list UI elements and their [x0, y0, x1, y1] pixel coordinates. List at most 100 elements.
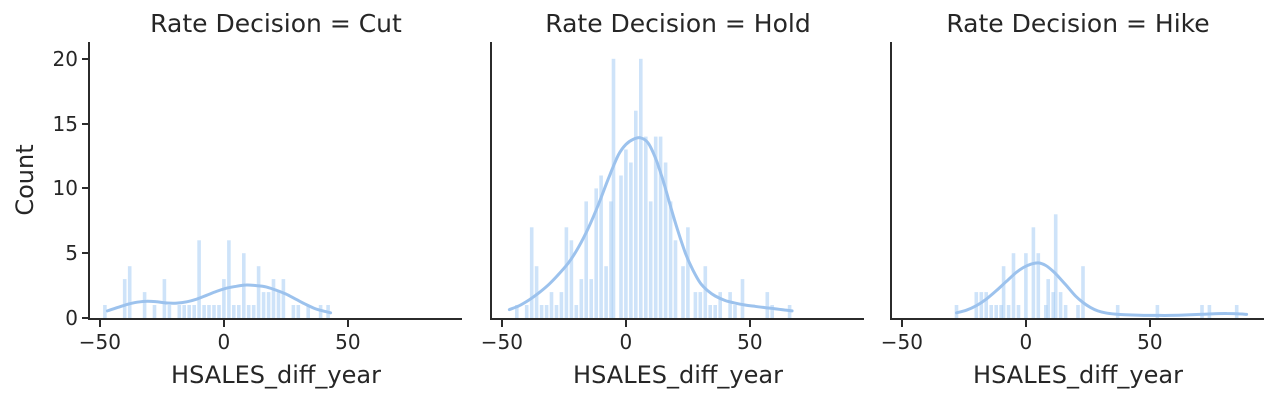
histogram-bar	[291, 305, 296, 318]
histogram-bar	[217, 305, 221, 318]
histogram-bar	[569, 240, 574, 318]
x-tick-mark	[1024, 320, 1027, 327]
histogram-bar	[296, 305, 301, 318]
x-tick-mark	[748, 320, 751, 327]
kde-curve	[955, 261, 1249, 317]
histogram-bar	[197, 240, 201, 318]
histogram-bar	[167, 305, 172, 318]
histogram-bar	[668, 201, 673, 318]
histogram-bar	[713, 305, 717, 318]
histogram-bar	[207, 305, 211, 318]
histogram-bar	[222, 279, 226, 318]
kde-curve	[105, 283, 333, 315]
histogram-bar	[187, 305, 191, 318]
histogram-bar	[629, 162, 633, 318]
x-tick-mark	[346, 320, 349, 327]
histogram-bar	[1058, 292, 1063, 318]
histogram-bar	[989, 305, 993, 318]
histogram-bar	[261, 292, 266, 318]
y-tick-mark	[82, 187, 89, 190]
histogram-bar	[984, 292, 988, 318]
histogram-bar	[1001, 266, 1006, 318]
facet-title-hike: Rate Decision = Hike	[946, 9, 1210, 38]
histogram-bar	[979, 292, 984, 318]
histogram-bar	[1024, 253, 1028, 318]
histogram-bar	[698, 292, 703, 318]
y-tick-mark	[82, 317, 89, 319]
histogram-bar	[673, 240, 678, 318]
histogram-bar	[1076, 305, 1080, 318]
histogram-bar	[122, 279, 127, 318]
histogram-bars	[954, 214, 1239, 318]
histogram-bar	[564, 227, 569, 318]
histogram-bar	[544, 305, 549, 318]
histogram-bar	[718, 292, 722, 318]
histogram-bars	[103, 240, 330, 318]
histogram-bar	[1016, 305, 1021, 318]
x-tick-label: 50	[1137, 330, 1163, 354]
histogram-bar	[177, 305, 182, 318]
histogram-bar	[152, 305, 157, 318]
histogram-bar	[103, 305, 107, 318]
histogram-bar	[686, 227, 690, 318]
histogram-bar	[1207, 305, 1212, 318]
histogram-bar	[589, 279, 593, 318]
x-tick-mark	[900, 320, 903, 327]
histogram-bar	[639, 58, 643, 318]
histogram-bar	[529, 227, 534, 318]
histogram-bar	[604, 266, 608, 318]
histogram-bar	[1046, 279, 1050, 318]
y-tick-label: 20	[52, 46, 78, 71]
x-tick-label: 0	[1019, 330, 1033, 354]
histogram-bar	[648, 201, 653, 318]
histogram-bar	[574, 305, 579, 318]
histogram-bar	[1063, 305, 1068, 318]
histogram-bar	[658, 136, 663, 318]
histogram-bar	[554, 305, 559, 318]
histogram-bar	[212, 305, 216, 318]
histogram-bar	[1036, 253, 1041, 318]
histogram-bar	[271, 279, 276, 318]
histogram-svg-hike	[954, 214, 1249, 318]
histogram-bar	[1044, 305, 1048, 318]
histogram-bar	[624, 149, 628, 318]
x-tick-label: −50	[78, 330, 122, 354]
x-tick-mark	[500, 320, 503, 327]
histogram-bar	[1115, 305, 1120, 318]
facet-title-cut: Rate Decision = Cut	[150, 9, 402, 38]
x-tick-mark	[1148, 320, 1151, 327]
x-axis-label-cut: HSALES_diff_year	[171, 361, 381, 389]
histogram-bar	[653, 136, 658, 318]
histogram-bar	[1081, 266, 1085, 318]
histogram-bar	[127, 266, 132, 318]
histogram-bar	[237, 305, 241, 318]
x-axis-label-hike: HSALES_diff_year	[973, 361, 1183, 389]
x-tick-mark	[98, 320, 101, 327]
histogram-bar	[266, 292, 271, 318]
histogram-bar	[728, 292, 732, 318]
y-tick-label: 5	[65, 241, 78, 266]
x-tick-mark	[222, 320, 225, 327]
histogram-bar	[142, 292, 147, 318]
plot-area-cut	[88, 42, 462, 320]
histogram-bar	[663, 162, 668, 318]
histogram-bar	[765, 292, 770, 318]
histogram-svg-hold	[507, 58, 794, 318]
histogram-bar	[619, 175, 623, 318]
histogram-bar	[202, 305, 206, 318]
histogram-bar	[306, 305, 310, 318]
histogram-bar	[559, 292, 564, 318]
facet-title-hold: Rate Decision = Hold	[545, 9, 811, 38]
histogram-bar	[708, 305, 712, 318]
histogram-bar	[1155, 305, 1160, 318]
histogram-bar	[611, 58, 616, 318]
histogram-bar	[740, 279, 745, 318]
histogram-bar	[693, 292, 698, 318]
histogram-bar	[584, 201, 588, 318]
x-tick-label: −50	[880, 330, 924, 354]
histogram-bar	[609, 201, 613, 318]
histogram-bar	[281, 279, 286, 318]
histogram-bar	[770, 305, 774, 318]
y-tick-label: 10	[52, 176, 78, 201]
histogram-bar	[232, 305, 236, 318]
